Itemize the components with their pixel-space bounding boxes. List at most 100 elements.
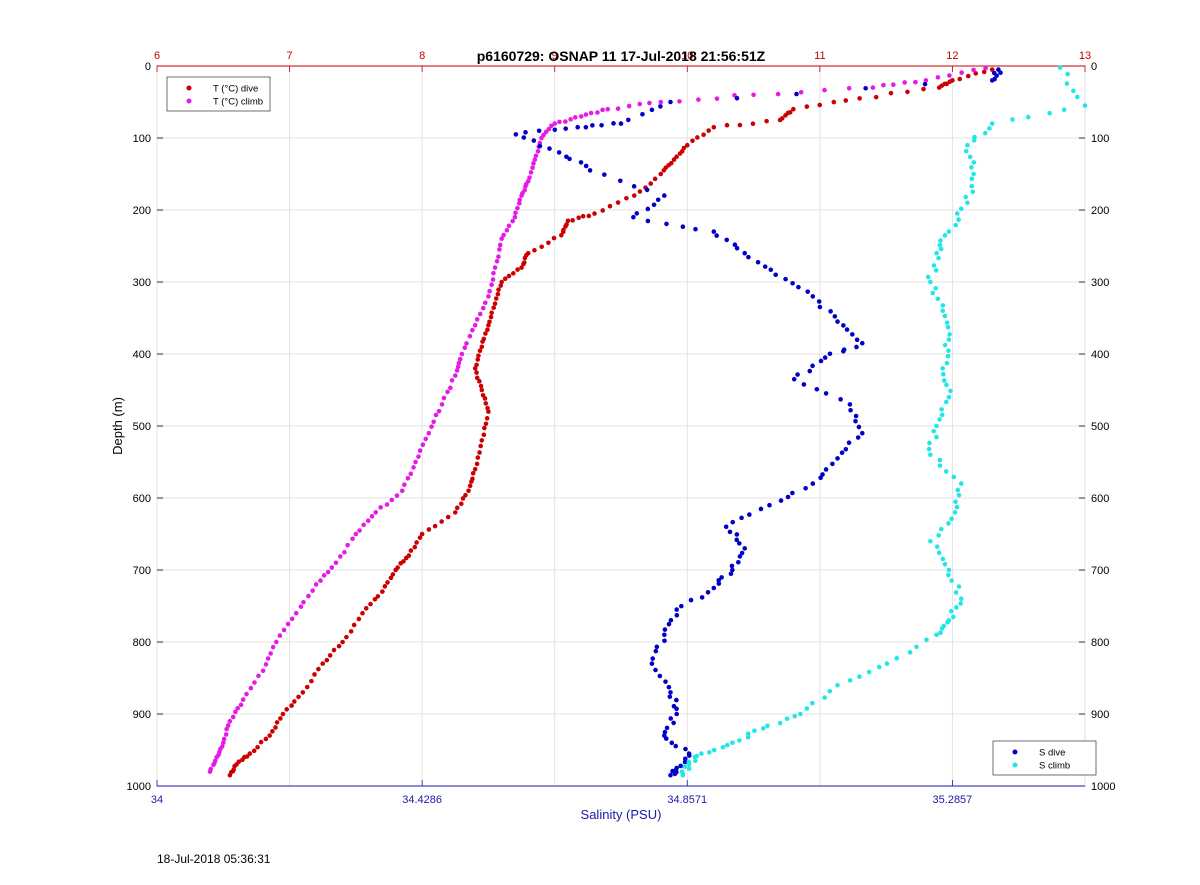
data-point xyxy=(930,290,936,296)
data-point xyxy=(521,135,527,140)
data-point xyxy=(822,355,828,360)
data-point xyxy=(870,85,876,90)
data-point xyxy=(399,488,405,494)
data-point xyxy=(408,471,414,477)
data-point xyxy=(936,533,941,538)
data-point xyxy=(324,657,330,663)
data-point xyxy=(476,353,481,358)
data-point xyxy=(850,332,855,337)
data-point xyxy=(727,529,733,535)
x-top-tick-label: 12 xyxy=(946,50,958,62)
data-point xyxy=(777,720,783,726)
data-point xyxy=(807,368,813,374)
data-point xyxy=(785,494,791,500)
data-point xyxy=(517,197,522,203)
data-point xyxy=(937,463,943,468)
data-point xyxy=(791,106,796,112)
data-point xyxy=(723,524,729,530)
data-point xyxy=(942,561,948,567)
data-point xyxy=(563,126,568,131)
data-point xyxy=(847,402,853,407)
data-point xyxy=(583,163,589,169)
data-point xyxy=(651,202,657,208)
data-point xyxy=(846,440,852,446)
data-point xyxy=(775,91,781,97)
data-point xyxy=(940,371,946,377)
data-point xyxy=(549,123,554,129)
y-axis-label: Depth (m) xyxy=(110,397,125,455)
data-point xyxy=(527,175,532,180)
data-point xyxy=(734,537,740,543)
data-point xyxy=(926,446,932,452)
data-point xyxy=(618,121,624,126)
data-point xyxy=(680,224,686,229)
data-point xyxy=(983,65,988,71)
data-point xyxy=(671,157,677,162)
chart-title: p6160729: OSNAP 11 17-Jul-2018 21:56:51Z xyxy=(477,48,766,64)
data-point xyxy=(679,603,684,609)
data-point xyxy=(225,723,231,728)
data-point xyxy=(258,739,264,745)
data-point xyxy=(474,370,479,375)
y-tick-label-right: 0 xyxy=(1091,61,1097,73)
legend-marker xyxy=(1012,762,1018,768)
data-point xyxy=(664,725,670,731)
data-point xyxy=(493,296,499,301)
data-point xyxy=(599,122,604,128)
data-point xyxy=(724,237,730,243)
data-point xyxy=(417,448,423,453)
data-point xyxy=(832,314,838,319)
data-point xyxy=(368,601,373,607)
y-tick-label-right: 1000 xyxy=(1091,781,1115,793)
data-point xyxy=(739,515,744,521)
data-point xyxy=(940,303,946,308)
data-point xyxy=(936,550,942,556)
data-point xyxy=(432,523,438,529)
data-point xyxy=(719,575,724,580)
data-point xyxy=(248,685,254,691)
data-point xyxy=(677,151,683,156)
data-point xyxy=(479,387,485,393)
data-point xyxy=(936,85,942,90)
data-point xyxy=(510,218,515,224)
data-point xyxy=(615,106,621,111)
data-point xyxy=(959,206,964,212)
data-point xyxy=(888,90,894,96)
data-point xyxy=(682,759,688,765)
data-point xyxy=(312,672,317,677)
data-point xyxy=(1082,103,1088,108)
data-point xyxy=(463,492,468,498)
data-point xyxy=(497,247,502,252)
data-point xyxy=(626,103,632,109)
y-tick-label-right: 600 xyxy=(1091,493,1109,505)
data-point xyxy=(737,554,743,559)
data-point xyxy=(281,627,287,633)
data-point xyxy=(734,532,740,537)
data-point xyxy=(515,267,520,272)
data-point xyxy=(948,388,953,394)
data-point xyxy=(624,195,629,201)
data-point xyxy=(866,669,872,675)
data-point xyxy=(944,360,950,366)
data-point xyxy=(1010,117,1015,122)
data-point xyxy=(944,382,949,388)
data-point xyxy=(790,280,795,286)
legend-label: S climb xyxy=(1039,761,1070,772)
data-point xyxy=(546,126,552,132)
data-point xyxy=(223,732,229,737)
data-point xyxy=(827,351,833,357)
data-point xyxy=(752,728,757,734)
data-point xyxy=(402,482,407,487)
data-point xyxy=(946,521,951,526)
data-point xyxy=(583,124,589,130)
data-point xyxy=(360,610,365,616)
legend-salinity: S dive S climb xyxy=(992,740,1097,776)
data-point xyxy=(922,81,928,87)
data-point xyxy=(714,96,720,101)
data-point xyxy=(543,129,549,135)
data-point xyxy=(934,423,939,429)
data-point xyxy=(340,639,345,645)
data-point xyxy=(939,412,945,418)
data-point xyxy=(737,122,743,128)
data-point xyxy=(706,128,711,133)
